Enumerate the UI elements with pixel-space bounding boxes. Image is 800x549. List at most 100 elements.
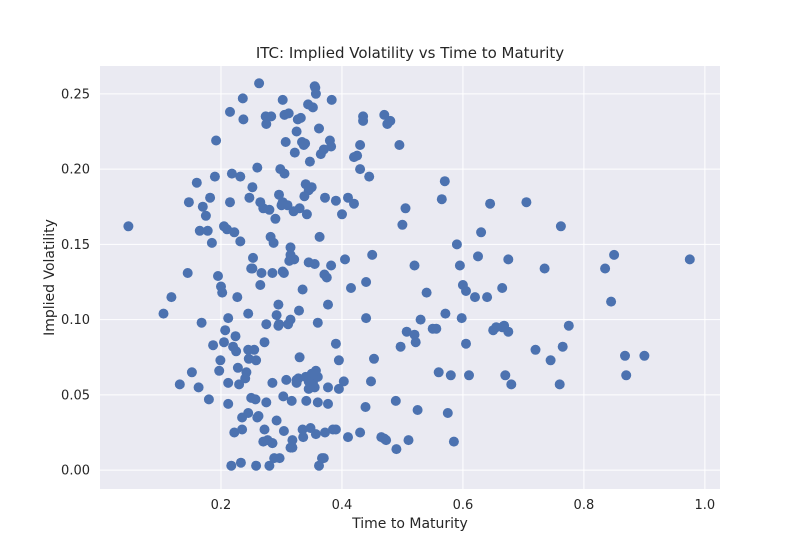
data-point [183,197,194,208]
data-point [409,329,420,340]
data-point [264,460,275,471]
data-point [194,225,205,236]
y-tick-label: 0.20 [61,163,90,178]
data-point [283,108,294,119]
data-point [243,344,254,355]
data-point [310,365,321,376]
chart-title: ITC: Implied Volatility vs Time to Matur… [256,44,564,62]
data-point [269,453,280,464]
data-point [352,150,363,161]
data-point [289,147,300,158]
data-point [278,268,289,278]
data-point [241,367,252,378]
data-point [461,338,471,349]
data-point [182,268,193,278]
data-point [361,313,372,324]
data-point [304,156,315,167]
data-point [323,398,333,409]
data-point [314,460,324,471]
data-point [409,260,420,271]
data-point [298,432,309,443]
data-point [196,317,207,328]
data-point [264,204,275,215]
y-gridlines [100,93,720,471]
data-point [554,379,565,390]
data-point [291,126,302,137]
data-point [320,192,330,203]
data-point [202,225,213,236]
y-tick-label: 0.00 [61,464,90,479]
data-point [248,252,258,263]
data-point [277,197,288,208]
data-point [252,162,263,173]
data-point [286,395,297,406]
data-point [174,379,185,390]
data-point [205,192,216,203]
data-point [217,287,228,298]
data-point [355,427,366,438]
data-point [442,408,453,418]
data-point [506,379,517,390]
data-point [312,317,323,328]
data-point [235,457,246,468]
data-point [436,194,447,205]
y-axis-label: Implied Volatility [42,219,58,336]
data-point [200,210,211,221]
data-point [267,438,278,449]
data-point [385,115,396,126]
data-point [256,268,267,278]
data-point [454,260,465,271]
data-point [360,402,371,412]
data-point [539,263,550,274]
data-point [209,171,220,182]
x-tick-label: 0.2 [211,498,232,513]
data-point [410,337,421,348]
data-point [238,114,249,125]
x-tick-label: 0.4 [332,498,353,513]
y-tick-label: 0.15 [61,238,90,253]
data-point [563,320,574,331]
data-point [355,140,366,150]
data-point [208,340,219,351]
data-point [278,391,289,402]
data-point [397,219,408,230]
plot-area [100,66,720,489]
data-point [219,337,229,348]
data-point [333,355,344,366]
data-point [229,427,240,438]
data-point [246,392,257,403]
data-point [395,341,406,352]
data-point [226,168,237,179]
data-point [684,254,695,265]
x-tick-label: 0.6 [453,498,474,513]
data-point [320,427,330,438]
data-point [431,323,442,334]
data-point [369,353,379,364]
data-points [123,78,695,471]
data-point [330,338,341,349]
data-point [456,313,467,324]
data-point [521,197,532,208]
data-point [281,374,292,385]
data-point [203,394,214,405]
data-point [280,137,291,147]
data-point [303,257,314,268]
data-point [366,376,376,387]
data-point [340,254,350,265]
data-point [235,171,246,182]
data-point [234,379,245,390]
data-point [232,362,243,373]
data-point [166,292,177,303]
data-point [330,424,341,435]
data-point [294,305,304,316]
data-point [247,263,258,274]
data-point [401,326,412,337]
data-point [621,370,632,381]
data-point [278,426,289,436]
data-point [476,227,487,238]
data-point [261,319,272,330]
data-point [448,436,459,447]
data-point [303,99,314,110]
data-point [620,350,630,361]
x-tick-label: 0.8 [574,498,595,513]
